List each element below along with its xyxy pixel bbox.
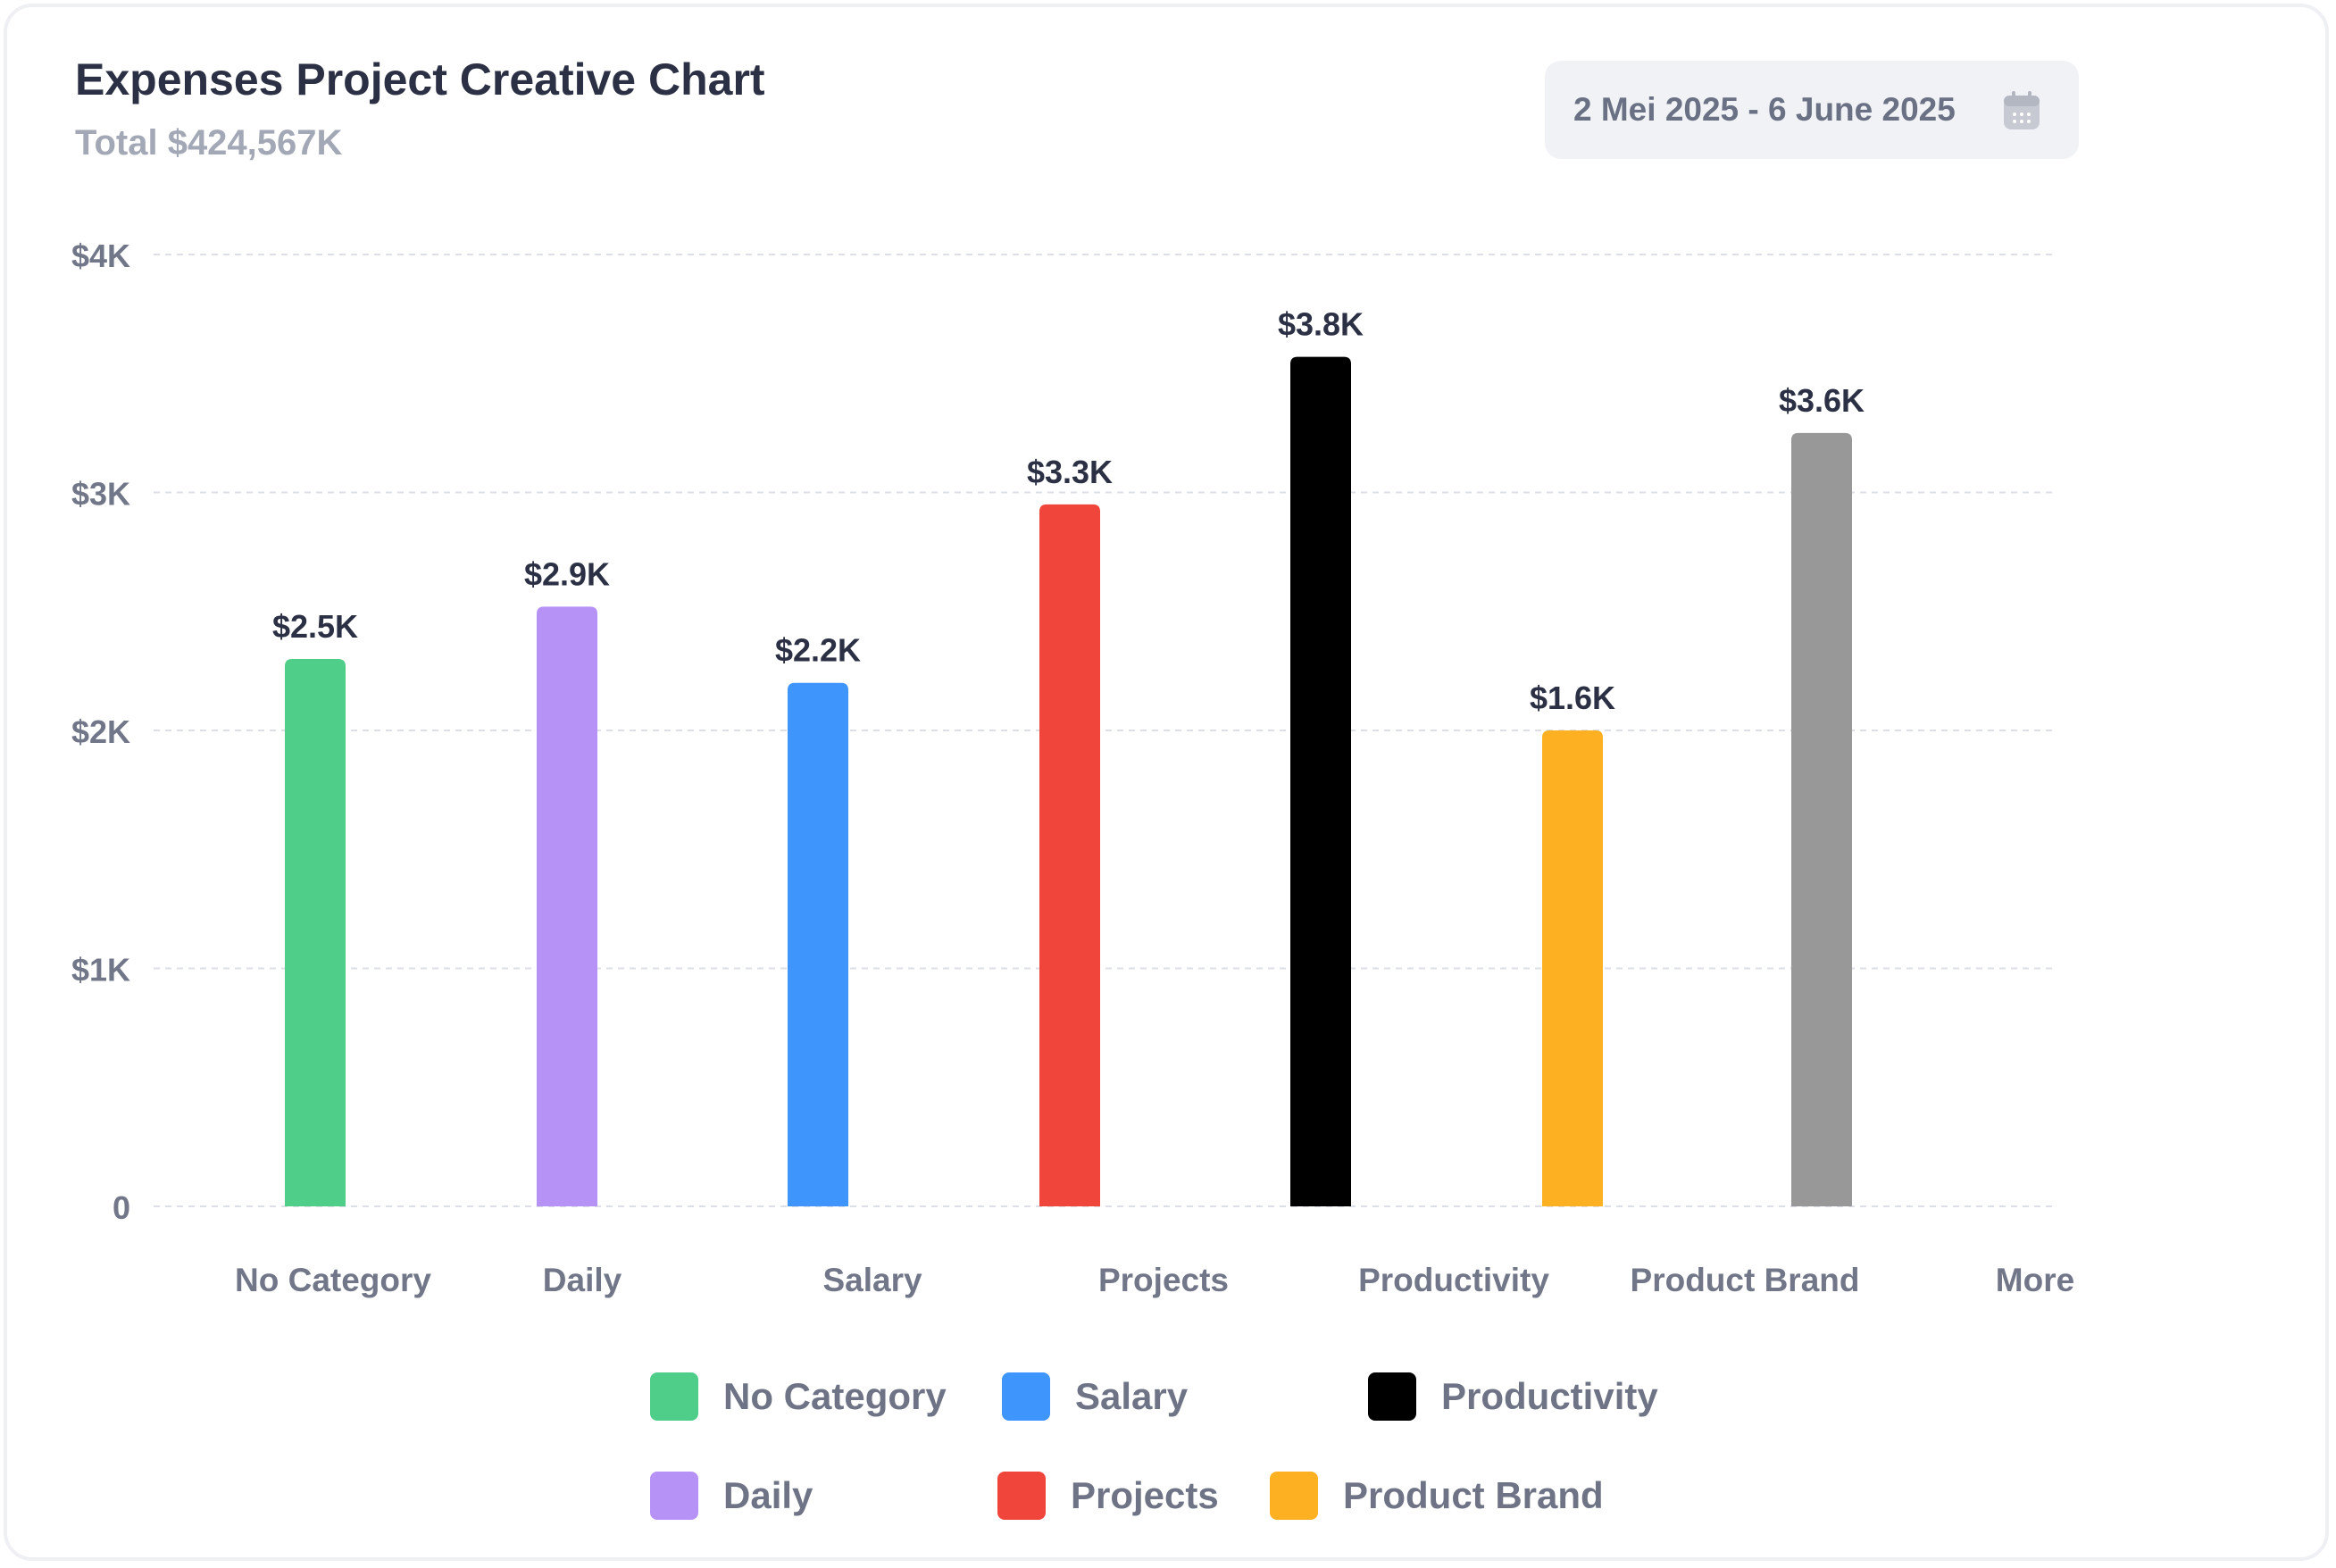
x-tick-label: Product Brand xyxy=(1631,1262,1860,1298)
y-tick-label: 0 xyxy=(113,1189,130,1226)
x-tick-label: Projects xyxy=(1098,1262,1229,1298)
total-amount: Total $424,567K xyxy=(75,123,343,163)
calendar-icon xyxy=(2004,91,2040,129)
legend-item-productivity[interactable]: Productivity xyxy=(1368,1372,1658,1422)
bar xyxy=(1791,432,1852,1206)
data-label: $2.2K xyxy=(775,632,861,669)
legend-label: Salary xyxy=(1075,1375,1189,1417)
legend-item-projects[interactable]: Projects xyxy=(997,1471,1219,1521)
data-label: $3.3K xyxy=(1027,454,1113,490)
legend-label: Product Brand xyxy=(1343,1474,1604,1516)
bar xyxy=(537,606,597,1206)
legend-label: No Category xyxy=(723,1375,947,1417)
legend-swatch xyxy=(650,1372,698,1421)
legend-swatch xyxy=(997,1472,1046,1520)
data-label: $3.6K xyxy=(1779,382,1865,419)
legend-swatch xyxy=(1002,1372,1050,1421)
x-tick-label: Daily xyxy=(543,1262,622,1298)
date-range-button[interactable]: 2 Mei 2025 - 6 June 2025 xyxy=(1545,61,2079,159)
legend-swatch xyxy=(650,1472,698,1520)
legend-label: Daily xyxy=(723,1474,813,1516)
legend-swatch xyxy=(1270,1472,1318,1520)
y-tick-label: $3K xyxy=(71,476,130,513)
data-label: $3.8K xyxy=(1278,306,1364,343)
date-range-label: 2 Mei 2025 - 6 June 2025 xyxy=(1573,91,1956,128)
bar-chart: 0 $1K $2K $3K $4K $2.5K $2.9K $2.2K $3.3K $3.8K $1… xyxy=(71,238,2074,1298)
legend-label: Projects xyxy=(1071,1474,1219,1516)
chart-title: Expenses Project Creative Chart xyxy=(75,54,765,104)
x-tick-label: Salary xyxy=(822,1262,922,1298)
data-label: $2.9K xyxy=(524,555,610,592)
legend-item-daily[interactable]: Daily xyxy=(650,1471,813,1521)
data-label: $2.5K xyxy=(272,608,358,645)
y-tick-label: $4K xyxy=(71,238,130,274)
x-tick-label: Productivity xyxy=(1358,1262,1549,1298)
legend-item-product-brand[interactable]: Product Brand xyxy=(1270,1471,1604,1521)
x-tick-label: More xyxy=(1996,1262,2074,1298)
bar xyxy=(788,682,848,1206)
bar xyxy=(285,659,346,1206)
data-label: $1.6K xyxy=(1530,680,1615,716)
y-tick-label: $2K xyxy=(71,713,130,750)
y-tick-label: $1K xyxy=(71,952,130,988)
bar xyxy=(1039,504,1100,1206)
bar xyxy=(1542,730,1603,1206)
bar xyxy=(1290,356,1351,1207)
x-tick-label: No Category xyxy=(235,1262,431,1298)
legend-swatch xyxy=(1368,1372,1416,1421)
chart-card: Expenses Project Creative Chart Total $4… xyxy=(4,4,2329,1561)
legend-item-no-category[interactable]: No Category xyxy=(650,1372,947,1422)
legend-label: Productivity xyxy=(1441,1375,1658,1417)
legend-item-salary[interactable]: Salary xyxy=(1002,1372,1188,1422)
